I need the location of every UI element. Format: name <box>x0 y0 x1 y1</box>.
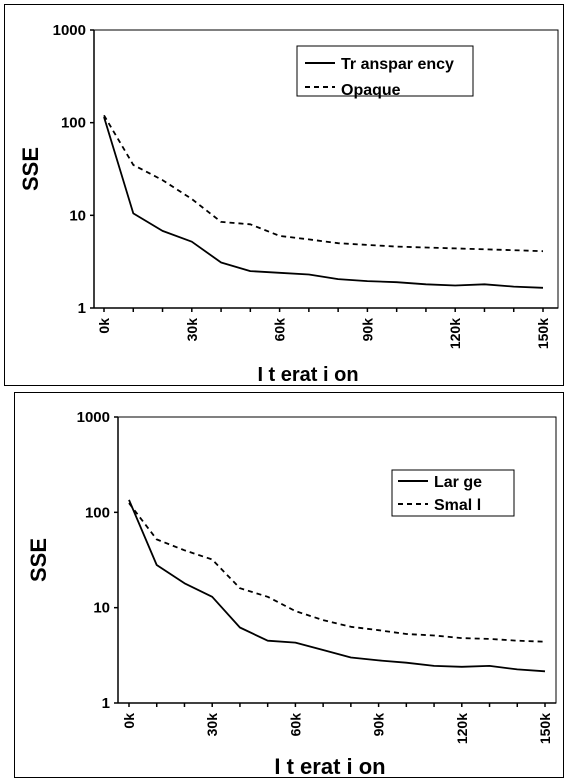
legend: Lar ge Smal l <box>391 469 515 517</box>
x-tick-label: 90k <box>371 713 387 737</box>
legend-label-series-2: Opaque <box>341 82 401 99</box>
x-tick-label: 60k <box>287 713 303 737</box>
x-tick-label: 30k <box>204 713 220 737</box>
plot-area <box>117 416 557 704</box>
y-tick-label: 10 <box>93 600 110 617</box>
y-tick-label: 100 <box>61 115 86 132</box>
series-line-2 <box>128 502 546 643</box>
x-axis-label: I t erat i on <box>274 754 385 779</box>
x-tick-label: 30k <box>184 318 200 342</box>
legend-label-series-1: Lar ge <box>434 474 482 491</box>
x-tick-label: 120k <box>454 713 470 744</box>
y-tick-label: 1 <box>78 300 86 317</box>
legend-box <box>391 469 515 517</box>
y-axis-label: SSE <box>26 538 51 582</box>
chart-frame <box>14 392 564 778</box>
series-line-2 <box>103 114 544 253</box>
series-line-1 <box>128 499 546 673</box>
x-tick-label: 0k <box>121 713 137 729</box>
x-tick-label: 0k <box>96 318 112 334</box>
x-tick-label: 120k <box>447 318 463 349</box>
x-tick-label: 90k <box>359 318 375 342</box>
legend-label-series-1: Tr anspar ency <box>341 56 454 73</box>
y-tick-label: 10 <box>69 207 86 224</box>
y-axis-label: SSE <box>18 147 43 191</box>
series-line-1 <box>103 116 544 289</box>
y-tick-label: 1000 <box>53 22 86 39</box>
x-tick-label: 150k <box>537 713 553 744</box>
y-tick-label: 1000 <box>77 409 110 426</box>
x-tick-label: 60k <box>272 318 288 342</box>
chart-transparency-opaque: 1 10 100 1000 0k 30k 60k 90k 120k 150k SSE I t e… <box>4 4 564 386</box>
chart-large-small: 1 10 100 1000 0k 30k 60k 90k 120k 150k SSE I t e… <box>14 392 564 779</box>
y-tick-label: 100 <box>85 504 110 521</box>
legend: Tr anspar ency Opaque <box>296 45 474 99</box>
y-tick-label: 1 <box>102 695 110 712</box>
x-tick-label: 150k <box>535 318 551 349</box>
x-axis-label: I t erat i on <box>257 364 358 386</box>
legend-label-series-2: Smal l <box>434 497 481 514</box>
chart-frame <box>4 4 564 386</box>
